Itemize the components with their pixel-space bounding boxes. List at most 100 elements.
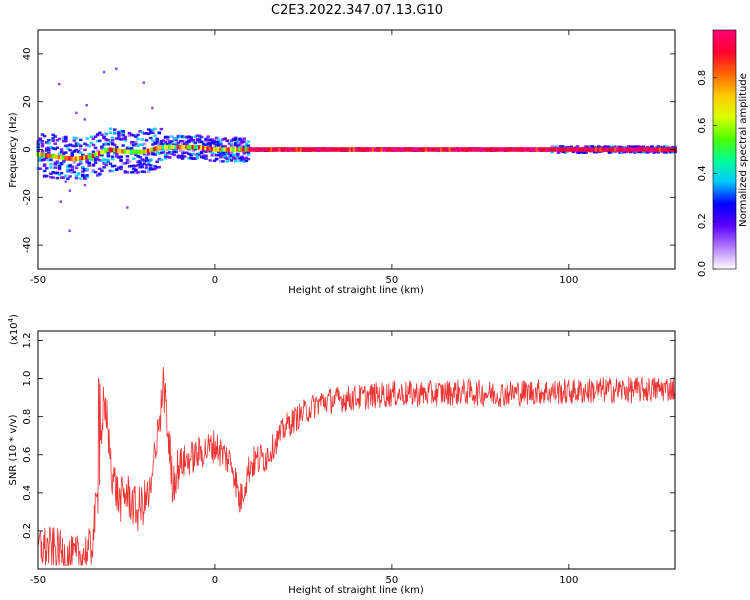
spectral-cell bbox=[40, 133, 45, 136]
spectral-cell bbox=[44, 167, 49, 170]
spectral-cell bbox=[191, 157, 196, 160]
spectral-cell bbox=[584, 145, 588, 148]
snr-panel: -50 0 50 100 0.2 0.4 0.6 0.8 1.0 1.2 Height of s… bbox=[7, 314, 676, 596]
spectral-cell bbox=[95, 157, 100, 161]
spectral-cell bbox=[597, 145, 601, 149]
spectral-cell bbox=[624, 150, 629, 154]
spectral-peak bbox=[543, 147, 548, 152]
spectral-peak bbox=[276, 147, 280, 152]
spectral-peak bbox=[588, 147, 593, 152]
spectral-cell bbox=[40, 156, 45, 159]
spectral-cell bbox=[129, 142, 134, 146]
spectral-cell bbox=[140, 138, 145, 141]
spectral-cell bbox=[98, 158, 102, 162]
figure-title: C2E3.2022.347.07.13.G10 bbox=[271, 3, 443, 18]
spectral-cell bbox=[153, 127, 157, 131]
spectral-cell bbox=[586, 145, 590, 149]
spectral-cell bbox=[125, 161, 130, 164]
spectral-peak bbox=[272, 147, 276, 152]
spectral-cell bbox=[216, 138, 221, 142]
y-tick-label: 0.6 bbox=[22, 447, 33, 463]
spectral-cell bbox=[85, 175, 89, 179]
spectral-cell bbox=[560, 145, 565, 148]
spectral-cell bbox=[112, 143, 117, 147]
spectral-peak bbox=[643, 147, 648, 152]
spectral-peak bbox=[616, 147, 620, 152]
snr-frame bbox=[37, 330, 676, 570]
spectral-cell bbox=[108, 131, 113, 134]
snr-multiplier-exp: 4 bbox=[7, 317, 15, 322]
spectral-outlier bbox=[57, 82, 61, 86]
spectral-cell bbox=[127, 134, 132, 137]
spectral-cell bbox=[176, 134, 181, 138]
spectral-peak bbox=[344, 147, 348, 152]
spectral-cell bbox=[669, 151, 673, 154]
spectral-cell bbox=[66, 164, 70, 168]
spectral-cell bbox=[138, 155, 142, 159]
spectral-peak bbox=[376, 147, 380, 152]
spectral-cell bbox=[117, 131, 121, 134]
spectral-cell bbox=[134, 169, 138, 172]
spectral-peak bbox=[280, 147, 285, 152]
spectral-cell bbox=[618, 145, 622, 149]
spectral-peak bbox=[369, 147, 374, 152]
spectral-cell bbox=[166, 142, 170, 146]
spectral-cell bbox=[176, 141, 181, 145]
spectral-peak bbox=[335, 147, 340, 152]
spectral-cell bbox=[40, 139, 45, 143]
spectral-cell bbox=[180, 142, 185, 146]
spectral-peak bbox=[55, 154, 60, 160]
spectral-cell bbox=[115, 168, 119, 172]
spectral-peak bbox=[365, 147, 370, 152]
spectral-cell bbox=[142, 159, 147, 162]
spectral-peak bbox=[645, 147, 650, 152]
spectral-outlier bbox=[64, 180, 68, 183]
spectral-cell bbox=[57, 152, 62, 155]
spectral-cell bbox=[134, 164, 138, 168]
spectral-cell bbox=[236, 154, 240, 157]
spectral-cell bbox=[575, 151, 580, 154]
x-tick-label: 0 bbox=[212, 275, 218, 286]
spectral-peak bbox=[422, 147, 427, 152]
spectral-cell bbox=[140, 165, 145, 169]
spectral-cell bbox=[242, 137, 246, 140]
spectral-cell bbox=[233, 137, 238, 141]
spectral-cell bbox=[163, 140, 168, 144]
snr-x-ticks: -50 0 50 100 bbox=[30, 331, 578, 586]
spectral-cell bbox=[85, 174, 89, 177]
spectral-cell bbox=[108, 169, 113, 173]
spectral-cell bbox=[121, 134, 125, 137]
spectral-cell bbox=[159, 127, 164, 131]
spectral-cell bbox=[61, 137, 66, 141]
spectral-cell bbox=[132, 164, 136, 167]
spectral-cell bbox=[72, 170, 77, 174]
spectral-peak bbox=[236, 147, 240, 152]
spectral-cell bbox=[134, 140, 138, 144]
spectral-cell bbox=[117, 135, 121, 138]
spectral-cell bbox=[633, 151, 637, 154]
spectral-cell bbox=[223, 153, 227, 157]
spectral-cell bbox=[183, 155, 187, 158]
spectral-peak bbox=[157, 145, 162, 151]
spectral-cell bbox=[93, 170, 98, 174]
spectral-cell bbox=[47, 141, 51, 145]
spectral-cell bbox=[138, 143, 142, 146]
spectral-cell bbox=[202, 142, 206, 146]
spectral-peak bbox=[68, 156, 72, 161]
spectral-cell bbox=[210, 151, 215, 155]
spectral-cell bbox=[144, 154, 149, 157]
spectral-peak bbox=[127, 149, 132, 155]
spectral-peak bbox=[132, 149, 136, 155]
spectral-peak bbox=[219, 147, 223, 152]
spectral-peak bbox=[592, 147, 597, 152]
spectral-cell bbox=[74, 144, 79, 147]
spectral-cell bbox=[57, 166, 62, 170]
spectral-peak bbox=[573, 147, 578, 152]
spectral-peak bbox=[72, 156, 77, 162]
spectral-peak bbox=[469, 147, 474, 152]
spectral-cell bbox=[240, 158, 244, 162]
spectral-peak bbox=[520, 147, 525, 152]
spectral-peak bbox=[297, 147, 302, 152]
spectral-cell bbox=[238, 141, 242, 145]
